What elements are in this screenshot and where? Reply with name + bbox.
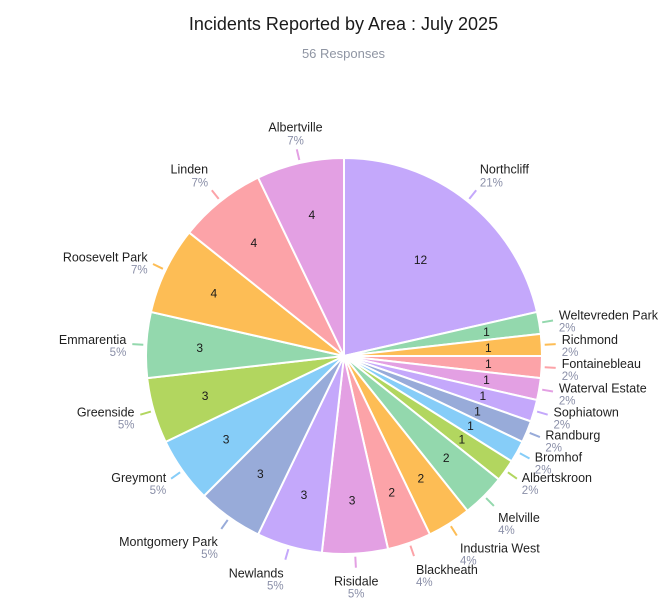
slice-count-randburg: 1 — [474, 404, 481, 418]
leader-line-risidale — [354, 556, 357, 568]
slice-label-randburg: Randburg — [545, 428, 600, 442]
slice-count-fontainebleau: 1 — [485, 357, 492, 371]
slice-percent-industria-west: 4% — [460, 556, 477, 568]
leader-line-newlands — [284, 548, 290, 560]
leader-line-weltevreden-park — [542, 319, 554, 324]
slice-label-blackheath: Blackheath — [416, 563, 478, 577]
slice-label-greenside: Greenside — [77, 405, 135, 419]
slice-label-fontainebleau: Fontainebleau — [562, 357, 641, 371]
slice-percent-waterval-estate: 2% — [559, 396, 576, 408]
slice-count-melville: 2 — [443, 451, 450, 465]
leader-line-bromhof — [519, 452, 530, 460]
slice-count-northcliff: 12 — [414, 253, 428, 267]
leader-line-albertskroon — [507, 471, 518, 480]
slice-percent-weltevreden-park: 2% — [559, 323, 576, 335]
slice-label-linden: Linden — [171, 163, 209, 177]
slice-label-northcliff: Northcliff — [480, 163, 530, 177]
leader-line-roosevelt-park — [152, 263, 164, 270]
leader-line-greenside — [140, 410, 152, 416]
slice-percent-newlands: 5% — [267, 581, 284, 593]
slice-label-industria-west: Industria West — [460, 542, 540, 556]
slice-count-waterval-estate: 1 — [483, 373, 490, 387]
slice-percent-emmarentia: 5% — [110, 347, 127, 359]
leader-line-linden — [211, 189, 220, 200]
slice-count-newlands: 3 — [301, 488, 308, 502]
slice-label-roosevelt-park: Roosevelt Park — [63, 250, 149, 264]
slice-label-richmond: Richmond — [562, 333, 618, 347]
slice-label-melville: Melville — [498, 511, 540, 525]
leader-line-northcliff — [468, 189, 477, 200]
leader-line-emmarentia — [132, 343, 144, 346]
slice-count-bromhof: 1 — [467, 419, 474, 433]
chart-subtitle: 56 Responses — [301, 46, 386, 61]
slice-count-montgomery-park: 3 — [257, 467, 264, 481]
slice-count-greenside: 3 — [202, 389, 209, 403]
leader-line-sophiatown — [536, 410, 548, 416]
pie-slices — [144, 156, 544, 556]
slice-count-emmarentia: 3 — [196, 341, 203, 355]
slice-percent-albertskroon: 2% — [522, 485, 539, 497]
leader-lines — [132, 149, 556, 568]
leader-line-blackheath — [409, 545, 415, 557]
slice-count-risidale: 3 — [349, 493, 356, 507]
leader-line-greymont — [170, 471, 181, 480]
slice-percent-richmond: 2% — [562, 347, 579, 359]
slice-percent-melville: 4% — [498, 525, 515, 537]
slice-count-richmond: 1 — [485, 341, 492, 355]
slice-percent-risidale: 5% — [348, 589, 365, 600]
slice-percent-northcliff: 21% — [480, 178, 503, 190]
slice-label-albertskroon: Albertskroon — [522, 471, 592, 485]
slice-percent-blackheath: 4% — [416, 577, 433, 589]
leader-line-waterval-estate — [542, 388, 554, 393]
slice-label-weltevreden-park: Weltevreden Park — [559, 309, 659, 323]
slice-count-albertville: 4 — [308, 208, 315, 222]
slice-label-sophiatown: Sophiatown — [554, 405, 619, 419]
leader-line-fontainebleau — [544, 366, 556, 369]
slice-label-waterval-estate: Waterval Estate — [559, 382, 647, 396]
leader-line-montgomery-park — [220, 519, 229, 530]
slice-percent-linden: 7% — [191, 178, 208, 190]
slice-count-blackheath: 2 — [388, 485, 395, 499]
leader-line-randburg — [529, 431, 541, 439]
chart-title: Incidents Reported by Area : July 2025 — [188, 14, 499, 34]
leader-line-melville — [485, 497, 495, 507]
slice-count-greymont: 3 — [223, 433, 230, 447]
slice-label-greymont: Greymont — [111, 471, 166, 485]
pie-slice-northcliff[interactable] — [343, 156, 539, 358]
slice-count-albertskroon: 1 — [459, 433, 466, 447]
slice-percent-bromhof: 2% — [535, 465, 552, 477]
leader-line-albertville — [295, 149, 301, 161]
slice-percent-montgomery-park: 5% — [201, 549, 218, 561]
slice-count-roosevelt-park: 4 — [210, 286, 217, 300]
pie-slice-albertville[interactable] — [256, 156, 345, 357]
slice-label-bromhof: Bromhof — [535, 451, 583, 465]
slice-label-risidale: Risidale — [334, 575, 379, 589]
slice-label-newlands: Newlands — [229, 567, 284, 581]
slice-percent-albertville: 7% — [287, 136, 304, 148]
slice-percent-randburg: 2% — [545, 442, 562, 454]
slice-label-montgomery-park: Montgomery Park — [119, 535, 218, 549]
leader-line-richmond — [544, 343, 556, 346]
slice-percent-greymont: 5% — [150, 485, 167, 497]
slice-count-industria-west: 2 — [418, 471, 425, 485]
slice-percent-fontainebleau: 2% — [562, 371, 579, 383]
slice-percent-roosevelt-park: 7% — [131, 264, 148, 276]
slice-percent-greenside: 5% — [118, 419, 135, 431]
slice-count-linden: 4 — [251, 236, 258, 250]
slice-count-sophiatown: 1 — [480, 389, 487, 403]
slice-count-weltevreden-park: 1 — [483, 325, 490, 339]
leader-line-industria-west — [450, 525, 458, 537]
slice-label-emmarentia: Emmarentia — [59, 333, 126, 347]
slice-label-albertville: Albertville — [268, 121, 322, 135]
slice-percent-sophiatown: 2% — [554, 419, 571, 431]
